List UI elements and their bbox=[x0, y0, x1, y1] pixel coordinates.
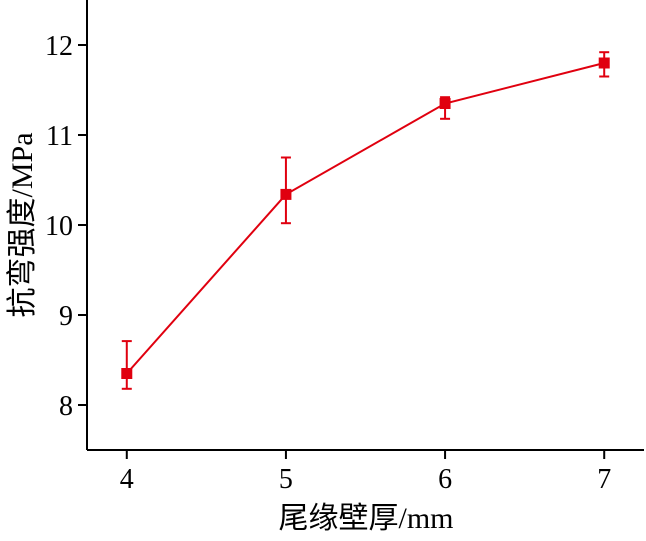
data-point-marker bbox=[280, 188, 292, 200]
x-tick-label: 4 bbox=[120, 464, 134, 495]
ticks-layer: 4 5 6 7 8 9 10 11 12 bbox=[45, 31, 611, 495]
series-line bbox=[126, 62, 605, 375]
x-tick-label: 6 bbox=[438, 464, 452, 495]
x-axis-title: 尾缘壁厚/mm bbox=[278, 502, 453, 535]
y-axis-title: 抗弯强度/MPa bbox=[6, 132, 39, 317]
x-tick-label: 7 bbox=[597, 464, 611, 495]
y-tick-label: 11 bbox=[46, 121, 73, 152]
data-point-marker bbox=[598, 57, 610, 69]
series-layer bbox=[121, 51, 610, 390]
x-tick-label: 5 bbox=[279, 464, 293, 495]
y-tick-label: 10 bbox=[45, 211, 73, 242]
data-point-marker bbox=[439, 98, 451, 109]
y-tick-label: 12 bbox=[45, 31, 73, 62]
data-point-marker bbox=[121, 368, 133, 379]
axes-layer bbox=[86, 0, 644, 451]
y-tick-label: 8 bbox=[59, 391, 73, 422]
y-tick-label: 9 bbox=[59, 301, 73, 332]
